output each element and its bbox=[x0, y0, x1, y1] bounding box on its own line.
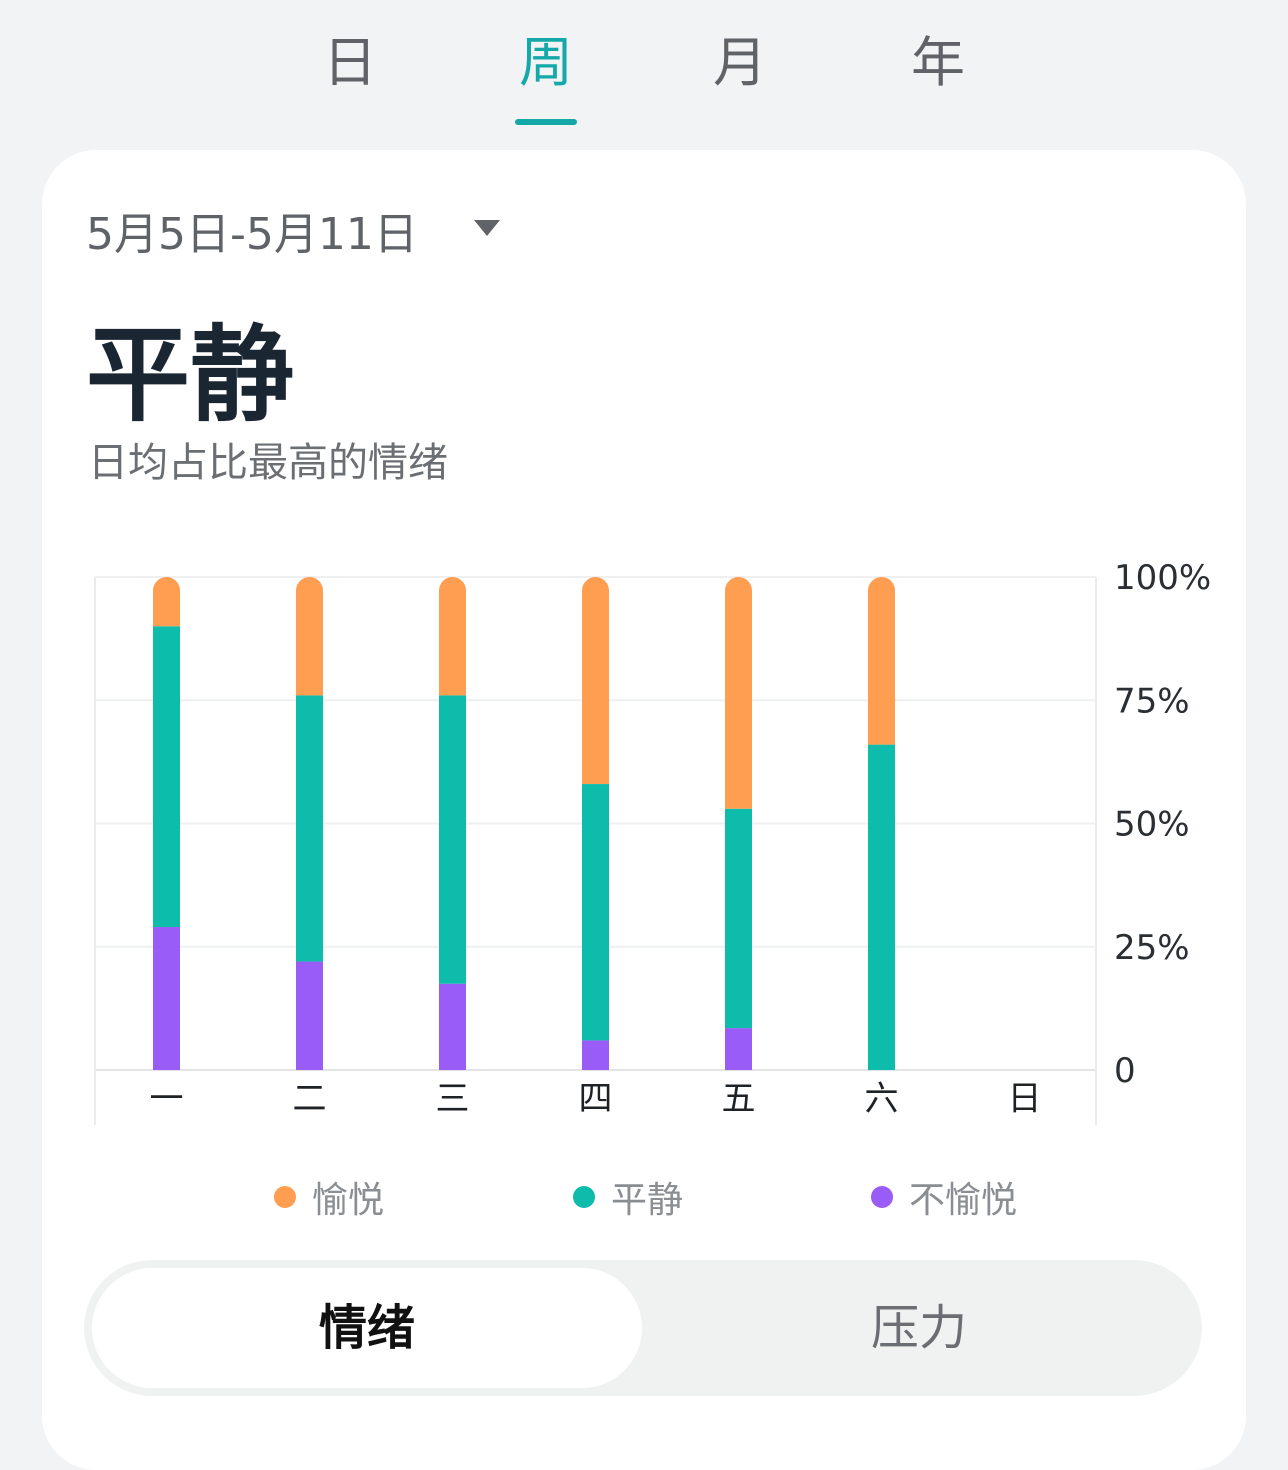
x-tick-label: 一 bbox=[150, 1079, 184, 1119]
bar-segment-unpleasant bbox=[725, 1028, 752, 1070]
dropdown-caret-icon[interactable] bbox=[474, 220, 500, 236]
bar-segment-unpleasant bbox=[296, 961, 323, 1070]
tab-week[interactable]: 周 bbox=[519, 31, 573, 94]
x-tick-label: 四 bbox=[579, 1079, 613, 1119]
dominant-emotion: 平静 bbox=[86, 314, 295, 436]
bar-segment-calm bbox=[868, 744, 895, 1070]
bar-segment-calm bbox=[153, 626, 180, 928]
x-tick-label: 日 bbox=[1008, 1079, 1042, 1119]
y-tick-label: 75% bbox=[1114, 681, 1190, 721]
legend-dot-joyful bbox=[274, 1186, 296, 1208]
emotion-card: 5月5日-5月11日 平静 日均占比最高的情绪 0 25% 50% 75% 100% 一 二… bbox=[42, 150, 1246, 1470]
x-tick-label: 五 bbox=[722, 1079, 756, 1119]
legend-label-joyful: 愉悦 bbox=[312, 1180, 385, 1221]
bar-segment-joyful bbox=[296, 577, 323, 696]
bar-segment-joyful bbox=[868, 577, 895, 745]
x-tick-label: 三 bbox=[436, 1079, 470, 1119]
bar-segment-calm bbox=[439, 695, 466, 984]
emotion-stacked-bar-chart: 0 25% 50% 75% 100% 一 二 三 四 五 六 日 bbox=[94, 558, 1211, 1125]
legend-item-calm: 平静 bbox=[573, 1172, 683, 1222]
y-tick-label: 100% bbox=[1114, 558, 1211, 598]
tab-year[interactable]: 年 bbox=[911, 31, 965, 94]
bar-segment-calm bbox=[296, 695, 323, 962]
active-tab-indicator bbox=[515, 119, 577, 125]
segment-stress-button[interactable]: 压力 bbox=[870, 1300, 967, 1356]
y-tick-label: 0 bbox=[1114, 1051, 1136, 1091]
y-tick-label: 25% bbox=[1114, 928, 1190, 968]
headline-caption: 日均占比最高的情绪 bbox=[88, 440, 448, 486]
legend-item-joyful: 愉悦 bbox=[274, 1172, 384, 1222]
legend-dot-calm bbox=[573, 1186, 595, 1208]
bar-segment-unpleasant bbox=[439, 983, 466, 1070]
x-tick-label: 二 bbox=[293, 1079, 327, 1119]
tab-month[interactable]: 月 bbox=[713, 31, 767, 94]
period-tabs: 日 周 月 年 bbox=[0, 0, 1288, 140]
bar-segment-joyful bbox=[153, 577, 180, 627]
tab-day[interactable]: 日 bbox=[323, 31, 377, 94]
bar-segment-joyful bbox=[725, 577, 752, 809]
bar-segment-calm bbox=[725, 808, 752, 1029]
segment-emotion-button[interactable]: 情绪 bbox=[92, 1268, 642, 1388]
legend-label-unpleasant: 不愉悦 bbox=[909, 1180, 1018, 1221]
legend-item-unpleasant: 不愉悦 bbox=[871, 1172, 1017, 1222]
date-range-selector[interactable]: 5月5日-5月11日 bbox=[86, 209, 418, 260]
legend-dot-unpleasant bbox=[871, 1186, 893, 1208]
y-tick-label: 50% bbox=[1114, 805, 1190, 845]
metric-segmented-control: 情绪 压力 bbox=[84, 1260, 1202, 1396]
bar-segment-unpleasant bbox=[153, 927, 180, 1070]
x-tick-label: 六 bbox=[865, 1079, 899, 1119]
bar-segment-joyful bbox=[582, 577, 609, 785]
bar-segment-unpleasant bbox=[582, 1040, 609, 1070]
bar-segment-joyful bbox=[439, 577, 466, 696]
legend-label-calm: 平静 bbox=[611, 1180, 684, 1221]
bar-segment-calm bbox=[582, 784, 609, 1041]
